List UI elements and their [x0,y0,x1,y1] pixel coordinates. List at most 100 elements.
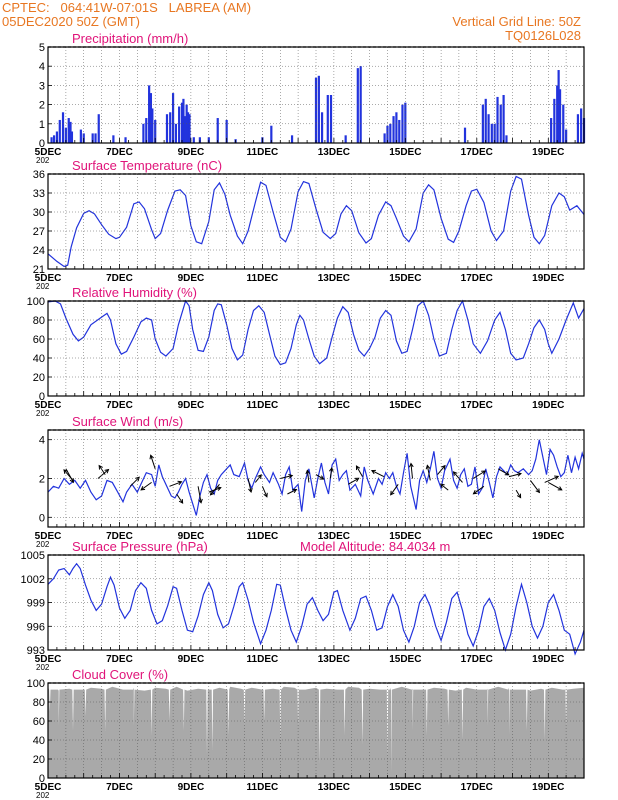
wind-arrowhead-29 [481,470,487,475]
wind-arrow-21 [356,465,363,477]
precip-bar-7 [69,121,72,143]
precip-bar-15 [124,137,127,143]
x-tick-label-1: 7DEC [106,147,133,158]
wind-arrowhead-19 [328,466,334,472]
precip-bar-64 [496,96,499,143]
precip-bar-55 [398,119,401,143]
x-tick-label-1: 7DEC [106,654,133,665]
x-tick-label-2: 9DEC [178,400,205,411]
x-year-stub: 202 [36,282,50,291]
precip-bar-19 [149,93,153,143]
rh-title: Relative Humidity (%) [72,285,197,300]
x-tick-label-3: 11DEC [247,531,279,542]
x-tick-label-5: 15DEC [389,400,421,411]
precip-bar-45 [326,95,329,143]
cloud-y-tick-label-0: 0 [39,773,45,785]
x-tick-label-5: 15DEC [389,147,421,158]
wind-arrowhead-16 [292,488,298,494]
temp-y-tick-label-5: 36 [33,169,45,181]
station-info: CPTEC: 064:41W-07:01S LABREA (AM) [2,0,252,15]
panel-wind: 0 2 4 5DEC 7DEC 9DEC 11DEC 13DEC 15DEC 17DEC 19DEC… [35,414,585,549]
precip-bar-1 [52,135,56,143]
temp-y-tick-label-1: 24 [33,245,45,257]
x-tick-label-0: 5DEC [35,782,62,793]
wind-arrow-12 [247,478,252,493]
wind-arrow-27 [440,483,449,491]
precip-bar-63 [493,123,496,143]
x-tick-label-0: 5DEC [35,400,62,411]
x-tick-label-5: 15DEC [389,531,421,542]
wind-arrowhead-15 [288,474,294,479]
cloud-y-tick-label-3: 60 [33,716,45,728]
wind-arrowhead-10 [216,486,222,491]
precip-bar-73 [562,104,565,143]
precip-bar-40 [270,125,273,143]
precip-bar-11 [91,133,94,143]
precip-bar-18 [148,85,151,143]
wind-arrow-28 [453,471,463,483]
wind-arrow-31 [497,468,509,476]
precip-bar-62 [490,123,493,143]
wind-arrowhead-30 [472,489,478,495]
wind-arrowhead-18 [319,475,325,480]
precip-bar-66 [502,95,505,143]
wind-arrowhead-33 [516,493,522,499]
precip-bar-4 [61,112,65,143]
x-tick-label-4: 13DEC [318,654,350,665]
precip-bar-44 [320,112,324,143]
wind-y-tick-label-0: 0 [39,512,45,524]
cloud-y-tick-label-1: 20 [33,754,45,766]
x-tick-label-7: 19DEC [532,782,564,793]
wind-arrow-14 [261,486,268,497]
temp-y-tick-label-2: 27 [33,226,45,238]
precip-bar-12 [94,133,97,143]
wind-arrowhead-11 [209,490,215,496]
x-tick-label-0: 5DEC [35,531,62,542]
wind-arrow-3 [98,465,106,475]
rh-y-tick-label-1: 20 [33,372,45,384]
precip-bar-54 [395,112,398,143]
x-tick-label-4: 13DEC [318,273,350,284]
panel-temp: 21 24 27 30 33 36 5DEC 7DEC 9DEC 11DEC 13DEC 15DEC 1… [33,158,585,291]
temp-y-tick-label-4: 33 [33,188,45,200]
x-tick-label-4: 13DEC [318,531,350,542]
precip-y-tick-label-1: 1 [39,119,45,131]
precip-bar-47 [344,135,347,143]
cloud-y-tick-label-5: 100 [27,678,45,690]
run-datetime: 05DEC2020 50Z (GMT) [2,14,140,29]
x-tick-label-1: 7DEC [106,782,133,793]
wind-arrow-25 [426,465,431,481]
precip-bar-76 [580,108,583,143]
x-year-stub: 202 [36,663,50,672]
x-year-stub: 202 [36,540,50,549]
x-tick-label-1: 7DEC [106,273,133,284]
pressure-y-tick-label-1: 996 [27,621,45,633]
wind-arrowhead-17 [305,469,311,475]
wind-arrowhead-35 [554,475,560,480]
x-tick-label-3: 11DEC [247,273,279,284]
precip-bar-27 [180,102,184,143]
precip-bar-71 [557,70,560,143]
wind-arrowhead-7 [177,480,183,486]
x-tick-label-5: 15DEC [389,273,421,284]
rh-y-tick-label-5: 100 [27,296,45,308]
wind-arrowhead-31 [504,471,510,476]
wind-arrow-7 [169,481,182,487]
wind-arrow-9 [197,486,202,503]
x-tick-label-0: 5DEC [35,273,62,284]
x-tick-label-2: 9DEC [178,782,205,793]
wind-arrowhead-34 [535,488,541,494]
x-year-stub: 202 [36,156,50,165]
wind-arrow-11 [210,483,220,496]
rh-series-line [47,299,585,366]
temp-series-line [47,175,585,268]
x-tick-label-5: 15DEC [389,654,421,665]
precip-bar-13 [97,114,100,143]
x-year-stub: 202 [36,409,50,418]
wind-arrow-36 [548,481,563,491]
precip-y-tick-label-3: 3 [39,80,45,92]
wind-arrow-2 [97,469,109,479]
precip-bar-59 [481,104,484,143]
temp-y-tick-label-0: 21 [33,264,45,276]
wind-arrowhead-32 [516,472,522,477]
